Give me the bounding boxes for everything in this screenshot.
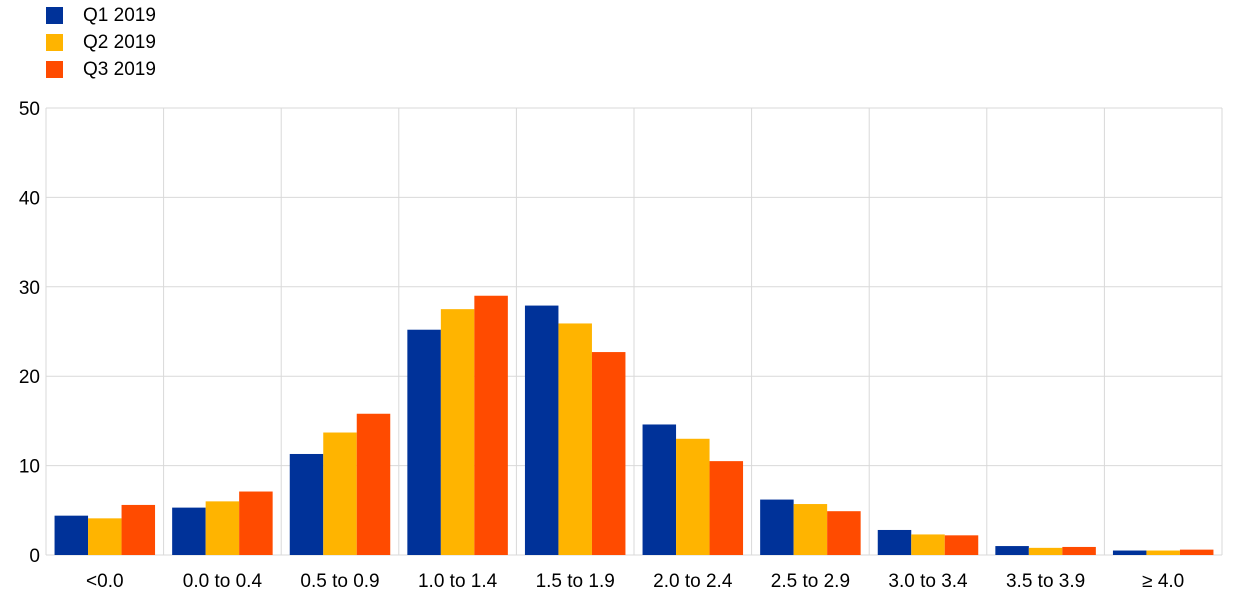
bar-1-7 <box>877 529 912 555</box>
bar-1-0 <box>54 515 89 555</box>
legend-swatch-q1 <box>46 7 63 24</box>
bar-3-6 <box>827 511 861 555</box>
x-tick-label-4: 1.5 to 1.9 <box>536 571 615 592</box>
y-tick-label-4: 40 <box>19 188 40 209</box>
legend-label-q2: Q2 2019 <box>83 32 156 53</box>
y-tick-label-2: 20 <box>19 367 40 388</box>
bar-1-3 <box>407 329 441 555</box>
bar-2-6 <box>793 504 828 555</box>
bar-1-8 <box>995 546 1029 555</box>
legend-item-q2: Q2 2019 <box>46 29 156 56</box>
bar-3-4 <box>591 352 626 555</box>
bar-2-7 <box>911 534 945 555</box>
bar-3-0 <box>121 504 156 555</box>
bar-3-7 <box>944 535 979 555</box>
x-tick-label-9: ≥ 4.0 <box>1142 571 1184 592</box>
y-tick-label-5: 50 <box>19 99 40 120</box>
x-tick-label-8: 3.5 to 3.9 <box>1006 571 1085 592</box>
bar-3-3 <box>474 295 508 555</box>
x-tick-label-6: 2.5 to 2.9 <box>771 571 850 592</box>
x-tick-label-7: 3.0 to 3.4 <box>888 571 968 592</box>
bar-2-3 <box>440 309 475 555</box>
bar-2-0 <box>88 518 122 555</box>
legend-label-q3: Q3 2019 <box>83 59 156 80</box>
x-tick-label-0: <0.0 <box>86 571 124 592</box>
bar-2-8 <box>1028 547 1063 555</box>
legend-item-q3: Q3 2019 <box>46 56 156 83</box>
bar-3-8 <box>1062 546 1096 555</box>
y-tick-label-3: 30 <box>19 278 40 299</box>
bar-2-2 <box>323 432 357 555</box>
legend-swatch-q3 <box>46 61 63 78</box>
x-tick-label-5: 2.0 to 2.4 <box>653 571 733 592</box>
bar-3-2 <box>356 413 391 555</box>
bar-2-4 <box>558 323 592 555</box>
bar-1-6 <box>760 499 794 555</box>
legend-item-q1: Q1 2019 <box>46 2 156 29</box>
y-tick-label-1: 10 <box>19 457 40 478</box>
legend: Q1 2019 Q2 2019 Q3 2019 <box>46 2 156 83</box>
bar-1-4 <box>524 305 559 555</box>
x-tick-label-3: 1.0 to 1.4 <box>418 571 498 592</box>
bar-3-9 <box>1179 549 1214 555</box>
legend-label-q1: Q1 2019 <box>83 5 156 26</box>
bar-2-5 <box>676 438 710 555</box>
x-tick-label-2: 0.5 to 0.9 <box>300 571 379 592</box>
bar-3-1 <box>239 491 273 555</box>
bar-2-9 <box>1146 550 1180 555</box>
bar-1-9 <box>1112 550 1147 555</box>
x-tick-label-1: 0.0 to 0.4 <box>183 571 263 592</box>
bar-1-5 <box>642 424 677 555</box>
bar-2-1 <box>205 501 240 555</box>
bar-1-1 <box>172 507 206 555</box>
bar-1-2 <box>289 453 324 555</box>
bar-3-5 <box>709 461 744 555</box>
legend-swatch-q2 <box>46 34 63 51</box>
y-tick-label-0: 0 <box>29 546 40 567</box>
